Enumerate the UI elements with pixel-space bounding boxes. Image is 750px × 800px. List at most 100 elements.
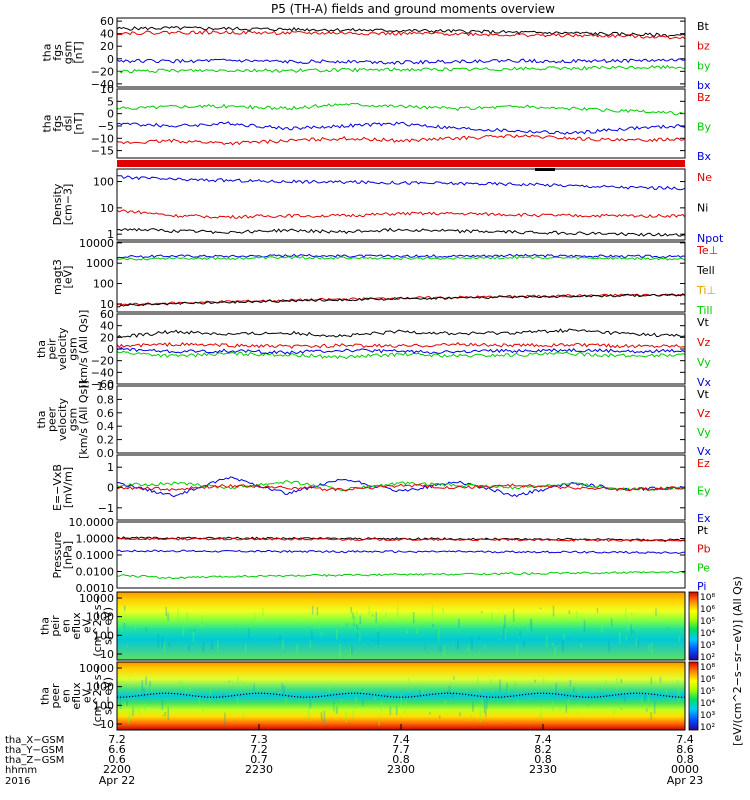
legend-Till: Till (696, 304, 713, 317)
spectrogram-dot (582, 696, 584, 698)
spectrogram-streak (406, 629, 408, 635)
spectrogram-dot (201, 696, 203, 698)
spectrogram-streak (217, 640, 219, 653)
spectrogram-dot (258, 692, 260, 694)
spectrogram-dot (147, 693, 149, 696)
spectrogram-dot (618, 693, 620, 696)
y-axis-label: Pressure[nPa] (51, 531, 75, 578)
legend-Te⊥: Te⊥ (696, 244, 718, 257)
y-tick-label: −40 (91, 366, 114, 379)
spectrogram-dot (522, 694, 524, 696)
y-tick-label: 1 (107, 461, 114, 474)
spectrogram-streak (396, 606, 399, 618)
y-axis-label: E=−VxB[mV/m] (51, 464, 75, 511)
spectrogram-streak (355, 622, 357, 632)
spectrogram-dot (222, 696, 224, 698)
y-tick-label: 10 (100, 648, 114, 661)
colorbar-tick: 10⁶ (700, 605, 715, 615)
spectrogram-streak (242, 712, 245, 720)
spectrogram-streak (187, 615, 189, 628)
panel-peer_eflux: 10000100010010thapeerenefluxeV(cm^2−s−sr… (39, 661, 686, 731)
spectrogram-streak (352, 710, 354, 719)
spectrogram-streak (483, 699, 486, 714)
spectrogram-dot (507, 696, 509, 698)
spectrogram-streak (351, 610, 354, 622)
spectrogram-streak (665, 690, 668, 698)
spectrogram-streak (678, 689, 680, 690)
legend-Pi: Pi (697, 580, 706, 593)
spectrogram-streak (498, 638, 501, 641)
spectrogram-streak (250, 620, 252, 628)
spectrogram-texture (119, 675, 685, 727)
spectrogram-streak (411, 630, 414, 632)
spectrogram-streak (605, 679, 607, 685)
spectrogram-streak (182, 627, 184, 636)
spectrogram-dot (291, 695, 293, 697)
legend-Ey: Ey (697, 485, 711, 498)
spectrogram-dot (426, 694, 428, 696)
y-axis-label-line: magt3 (51, 259, 64, 295)
legend-Ti⊥: Ti⊥ (696, 284, 716, 297)
legend-By: By (697, 121, 712, 134)
spectrogram-streak (497, 607, 500, 609)
y-tick-label: 5 (107, 95, 114, 108)
x-tick-label: 0.8 (534, 753, 552, 766)
spectrogram-streak (651, 641, 653, 655)
spectrogram-streak (253, 612, 256, 625)
spectrogram-streak (356, 624, 358, 629)
spectrogram-dot (627, 693, 629, 695)
colorbar-tick: 10⁸ (700, 593, 715, 603)
spectrogram-dot (213, 696, 215, 698)
y-tick-label: −15 (91, 145, 114, 158)
y-tick-label: 100 (93, 176, 114, 189)
spectrogram-dot (564, 694, 566, 696)
legend-Vx: Vx (697, 376, 712, 389)
spectrogram-streak (451, 641, 454, 644)
spectrogram-streak (593, 687, 595, 692)
legend-Vt: Vt (697, 388, 710, 401)
series-line-Bt (116, 25, 686, 38)
panel-frame (116, 168, 686, 241)
spectrogram-dot (477, 695, 479, 697)
spectrogram-dot (672, 696, 674, 698)
y-tick-label: −20 (91, 355, 114, 368)
spectrogram-dot (318, 696, 320, 698)
spectrogram-streak (579, 690, 581, 695)
y-tick-label: 10 (100, 202, 114, 215)
spectrogram-dot (489, 696, 491, 698)
spectrogram-streak (333, 701, 335, 712)
series-line-Vx (116, 346, 686, 355)
spectrogram-streak (545, 687, 548, 690)
x-tick-label: 7.4 (534, 733, 552, 746)
series-line-Bz (116, 102, 686, 116)
spectrogram-dot (483, 696, 485, 698)
spectrogram-streak (515, 680, 517, 688)
spectrogram-streak (625, 635, 627, 641)
spectrogram-streak (309, 698, 312, 709)
spectrogram-streak (395, 705, 398, 716)
spectrogram-streak (123, 605, 126, 612)
spectrogram-streak (446, 691, 448, 694)
spectrogram-streak (316, 607, 319, 616)
spectrogram-dot (390, 696, 392, 698)
spectrogram-dot (345, 692, 347, 695)
spectrogram-streak (296, 643, 299, 655)
spectrogram-dot (636, 692, 638, 694)
spectrogram-dot (516, 694, 518, 697)
y-tick-label: 1000 (86, 257, 114, 270)
spectrogram-dot (168, 692, 170, 694)
y-tick-label: 100 (93, 629, 114, 642)
legend-Ez: Ez (697, 457, 710, 470)
panel-efield: 1 0 −1 E=−VxB[mV/m] Ez Ey Ex (51, 454, 711, 525)
spectrogram-dot (279, 694, 281, 696)
y-axis-label-line: sr−eV) (102, 677, 115, 715)
y-axis-label-line: [cm−3] (61, 184, 74, 226)
spectrogram-dot (360, 692, 362, 695)
spectrogram-streak (437, 627, 440, 641)
spectrogram-streak (272, 686, 275, 691)
spectrogram-dot (567, 694, 569, 697)
colorbar-tick: 10⁵ (700, 687, 715, 697)
y-axis-label: magt3[eV] (51, 259, 75, 295)
spectrogram-dot (372, 693, 374, 696)
spectrogram-dot (465, 693, 467, 696)
